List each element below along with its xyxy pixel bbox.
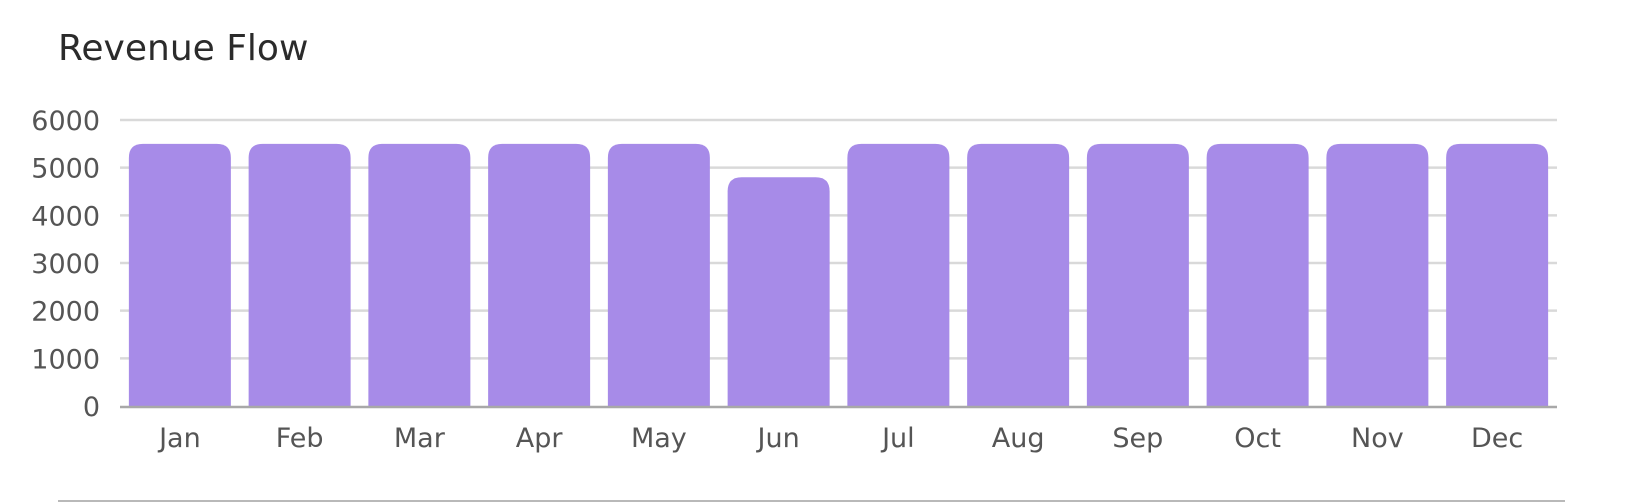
bar-nov[interactable] xyxy=(1326,143,1429,407)
y-tick-label: 1000 xyxy=(31,344,100,375)
bar-jan[interactable] xyxy=(128,143,231,407)
x-tick-label: Aug xyxy=(992,423,1045,454)
gridlines xyxy=(120,118,1557,360)
bar-feb[interactable] xyxy=(248,143,351,407)
bar-mar[interactable] xyxy=(368,143,471,407)
y-tick-label: 0 xyxy=(83,392,100,423)
bar-jul[interactable] xyxy=(847,143,950,407)
x-tick-label: Jun xyxy=(756,423,800,454)
y-tick-label: 5000 xyxy=(31,154,100,185)
bar-oct[interactable] xyxy=(1206,143,1309,407)
x-tick-label: Mar xyxy=(394,423,446,454)
footer-divider xyxy=(58,500,1565,502)
y-tick-label: 4000 xyxy=(31,201,100,232)
x-tick-label: Apr xyxy=(516,423,564,454)
chart-title: Revenue Flow xyxy=(58,28,309,69)
x-tick-label: Nov xyxy=(1351,423,1404,454)
y-tick-label: 2000 xyxy=(31,297,100,328)
x-tick-label: May xyxy=(631,423,687,454)
bar-dec[interactable] xyxy=(1446,143,1549,407)
x-axis-ticks: Jan Feb Mar Apr May Jun Jul Aug Sep Oct Nov Dec xyxy=(157,423,1523,454)
x-tick-label: Feb xyxy=(276,423,324,454)
y-tick-label: 6000 xyxy=(31,106,100,137)
x-tick-label: Oct xyxy=(1234,423,1281,454)
y-axis-ticks: 0 1000 2000 3000 4000 5000 6000 xyxy=(31,106,100,423)
bar-apr[interactable] xyxy=(488,143,591,407)
bar-may[interactable] xyxy=(607,143,710,407)
x-tick-label: Sep xyxy=(1112,423,1163,454)
y-tick-label: 3000 xyxy=(31,249,100,280)
x-tick-label: Jan xyxy=(157,423,201,454)
bar-aug[interactable] xyxy=(967,143,1070,407)
x-tick-label: Dec xyxy=(1471,423,1523,454)
bar-sep[interactable] xyxy=(1086,143,1189,407)
x-tick-label: Jul xyxy=(880,423,915,454)
bars xyxy=(128,143,1549,407)
bar-jun[interactable] xyxy=(727,177,830,406)
